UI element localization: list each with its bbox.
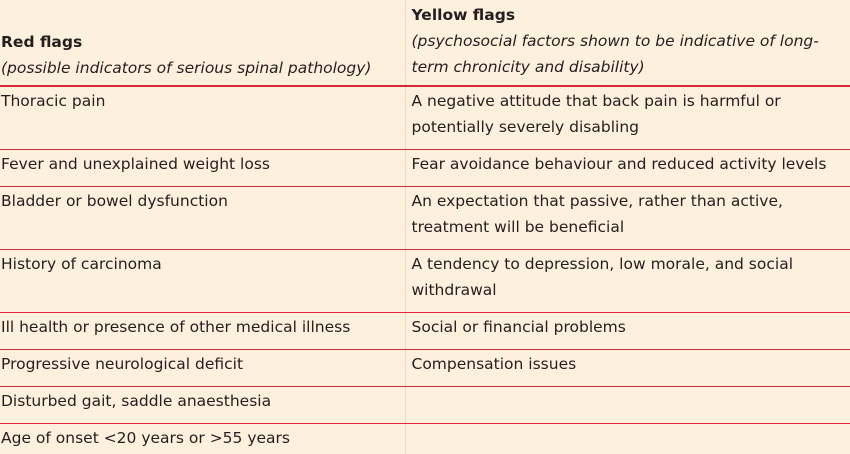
red-flag-cell: History of carcinoma	[0, 249, 406, 313]
yellow-flag-cell: A negative attitude that back pain is ha…	[405, 86, 850, 150]
table-row: Thoracic pain A negative attitude that b…	[0, 86, 850, 150]
table-row: Ill health or presence of other medical …	[0, 312, 850, 350]
table-row: History of carcinoma A tendency to depre…	[0, 249, 850, 313]
table-row: Age of onset <20 years or >55 years	[0, 423, 850, 454]
yellow-flag-cell	[405, 424, 850, 454]
red-flags-title: Red flags	[1, 33, 83, 51]
yellow-flag-cell: Social or financial problems	[405, 312, 850, 350]
red-flag-cell: Disturbed gait, saddle anaesthesia	[0, 386, 406, 424]
yellow-flag-cell: An expectation that passive, rather than…	[405, 186, 850, 250]
table-row: Fever and unexplained weight loss Fear a…	[0, 149, 850, 187]
red-flags-subtitle: (possible indicators of serious spinal p…	[1, 59, 372, 77]
red-flag-cell: Bladder or bowel dysfunction	[0, 186, 406, 250]
red-flag-cell: Age of onset <20 years or >55 years	[0, 423, 406, 454]
yellow-flags-subtitle: (psychosocial factors shown to be indica…	[411, 32, 819, 76]
table-row: Progressive neurological deficit Compens…	[0, 349, 850, 387]
yellow-flag-cell	[405, 386, 850, 424]
red-flag-cell: Thoracic pain	[0, 86, 406, 150]
table-header-row: Red flags (possible indicators of seriou…	[0, 0, 850, 87]
yellow-flag-cell: Compensation issues	[405, 349, 850, 387]
yellow-flag-cell: A tendency to depression, low morale, an…	[405, 249, 850, 313]
table-row: Bladder or bowel dysfunction An expectat…	[0, 186, 850, 250]
red-flag-cell: Ill health or presence of other medical …	[0, 312, 406, 350]
yellow-flag-cell: Fear avoidance behaviour and reduced act…	[405, 149, 850, 187]
red-flag-cell: Progressive neurological deficit	[0, 349, 406, 387]
yellow-flags-title: Yellow flags	[411, 6, 516, 24]
yellow-flags-header: Yellow flags (psychosocial factors shown…	[405, 0, 850, 87]
table-row: Disturbed gait, saddle anaesthesia	[0, 386, 850, 424]
red-flag-cell: Fever and unexplained weight loss	[0, 149, 406, 187]
red-flags-header: Red flags (possible indicators of seriou…	[0, 0, 406, 87]
